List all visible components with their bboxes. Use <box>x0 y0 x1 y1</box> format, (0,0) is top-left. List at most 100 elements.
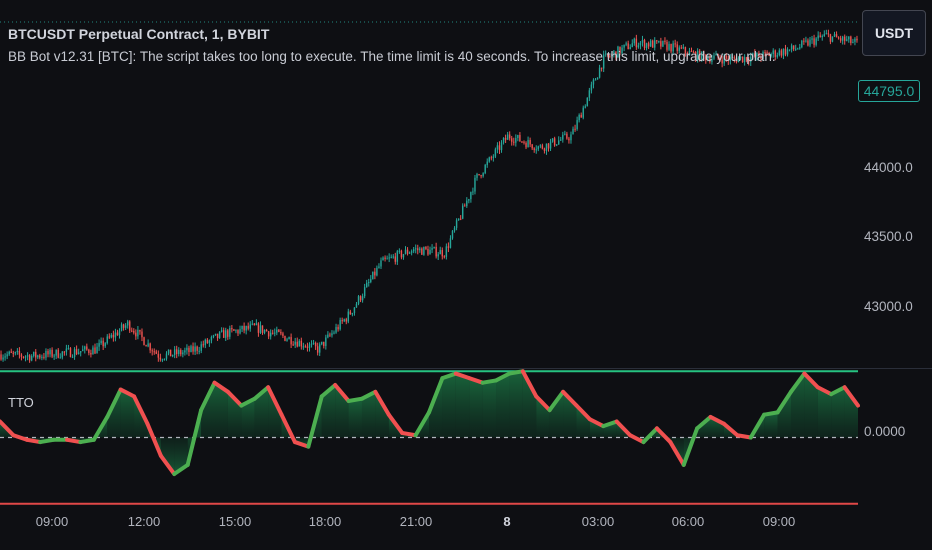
candle-body <box>619 46 621 54</box>
oscillator-line-segment <box>547 389 566 413</box>
oscillator-line-segment <box>413 410 431 438</box>
candle-body <box>349 311 352 315</box>
candle-body <box>415 248 417 250</box>
candle-body <box>104 343 106 347</box>
candle-body <box>604 53 607 55</box>
candle-body <box>410 251 413 253</box>
candle-body <box>222 330 225 338</box>
candle-body <box>572 128 574 135</box>
candle-body <box>788 49 791 51</box>
candle-body <box>631 43 633 48</box>
oscillator-line-segment <box>829 385 847 397</box>
currency-button[interactable]: USDT <box>862 10 926 56</box>
candle-body <box>77 352 80 355</box>
candle-body <box>776 55 779 57</box>
candle-body <box>805 40 807 42</box>
candle-body <box>445 246 448 257</box>
candle-body <box>394 256 397 262</box>
candle-body <box>774 50 776 57</box>
oscillator-fill <box>201 382 215 438</box>
candle-body <box>600 67 603 69</box>
candle-body <box>343 319 345 322</box>
candle-body <box>333 332 335 334</box>
candle-body <box>852 41 854 43</box>
candle-body <box>741 56 744 63</box>
oscillator-line-segment <box>601 419 619 429</box>
candle-body <box>582 107 584 118</box>
candle-body <box>576 120 578 130</box>
candle-body <box>623 44 625 48</box>
candle-body <box>198 350 200 352</box>
candle-body <box>159 357 162 360</box>
candle-body <box>621 47 623 54</box>
candle-body <box>139 329 141 332</box>
price-chart[interactable] <box>0 0 860 368</box>
candle-body <box>102 340 104 347</box>
candle-body <box>400 250 403 258</box>
candle-body <box>267 331 270 337</box>
oscillator-line-segment <box>279 412 297 445</box>
candle-body <box>829 34 832 42</box>
oscillator-line-segment <box>11 433 29 442</box>
oscillator-line-segment <box>534 394 552 413</box>
pane-divider[interactable] <box>0 368 932 369</box>
oscillator-line-segment <box>735 433 753 440</box>
time-tick-label: 15:00 <box>218 514 252 529</box>
candle-body <box>98 343 100 347</box>
candle-body <box>53 355 55 357</box>
candle-body <box>547 143 550 149</box>
candle-body <box>253 323 256 326</box>
candle-body <box>108 336 111 338</box>
candle-body <box>182 352 184 355</box>
candle-body <box>643 39 646 48</box>
candle-body <box>372 271 374 280</box>
candle-body <box>717 53 719 58</box>
candle-body <box>607 53 609 56</box>
candle-body <box>376 267 378 276</box>
oscillator-pane[interactable] <box>0 369 860 506</box>
candle-body <box>821 36 823 38</box>
candle-body <box>439 250 441 255</box>
candle-body <box>666 41 668 50</box>
oscillator-line-segment <box>614 419 633 438</box>
candle-body <box>59 357 61 359</box>
candle-body <box>357 296 360 304</box>
oscillator-chart[interactable] <box>0 369 860 506</box>
candle-body <box>735 58 738 63</box>
candle-body <box>61 351 64 358</box>
oscillator-line-segment <box>185 408 204 467</box>
oscillator-line-segment <box>494 371 512 383</box>
candle-body <box>496 145 499 150</box>
oscillator-line-segment <box>507 369 525 376</box>
candle-body <box>629 47 631 50</box>
candle-body <box>737 58 740 63</box>
candle-body <box>494 149 497 157</box>
candle-body <box>535 149 537 151</box>
candle-body <box>815 38 817 45</box>
candle-body <box>429 249 431 255</box>
candle-body <box>288 337 290 340</box>
candle-body <box>92 347 94 355</box>
candle-body <box>641 39 644 43</box>
candle-body <box>32 351 35 356</box>
candle-body <box>713 55 715 59</box>
candle-body <box>684 47 687 54</box>
oscillator-line-segment <box>695 414 713 431</box>
price-pane[interactable] <box>0 0 860 368</box>
candle-body <box>106 336 108 344</box>
candle-body <box>729 57 732 61</box>
candle-body <box>110 334 113 338</box>
oscillator-fill <box>281 414 295 443</box>
candle-body <box>519 135 521 142</box>
candle-body <box>609 55 611 57</box>
candle-body <box>269 332 272 337</box>
candle-body <box>274 332 276 334</box>
oscillator-line-segment <box>721 421 740 438</box>
price-tick-label: 44000.0 <box>864 160 913 175</box>
candle-body <box>153 351 155 353</box>
candle-body <box>202 344 204 346</box>
candle-body <box>157 353 160 358</box>
candle-body <box>756 52 758 57</box>
candle-body <box>598 67 601 78</box>
